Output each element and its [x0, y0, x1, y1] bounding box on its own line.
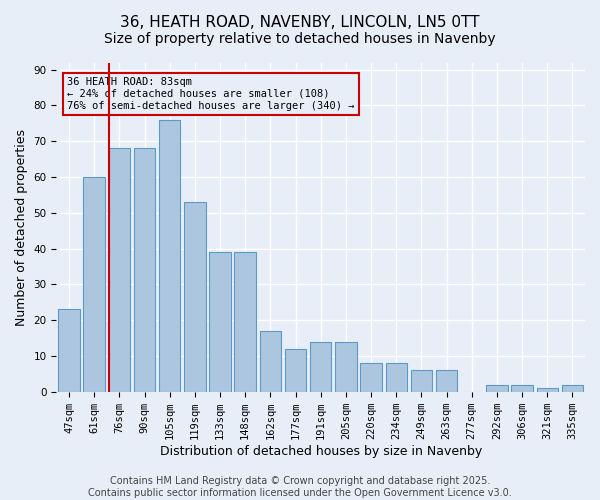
Bar — [209, 252, 231, 392]
Bar — [562, 384, 583, 392]
Bar — [486, 384, 508, 392]
Bar — [260, 331, 281, 392]
Bar — [184, 202, 206, 392]
Bar — [159, 120, 181, 392]
Text: 36, HEATH ROAD, NAVENBY, LINCOLN, LN5 0TT: 36, HEATH ROAD, NAVENBY, LINCOLN, LN5 0T… — [120, 15, 480, 30]
Text: Contains HM Land Registry data © Crown copyright and database right 2025.
Contai: Contains HM Land Registry data © Crown c… — [88, 476, 512, 498]
Bar — [109, 148, 130, 392]
Bar — [386, 363, 407, 392]
Bar — [536, 388, 558, 392]
Text: Size of property relative to detached houses in Navenby: Size of property relative to detached ho… — [104, 32, 496, 46]
Bar — [235, 252, 256, 392]
Text: 36 HEATH ROAD: 83sqm
← 24% of detached houses are smaller (108)
76% of semi-deta: 36 HEATH ROAD: 83sqm ← 24% of detached h… — [67, 78, 355, 110]
Y-axis label: Number of detached properties: Number of detached properties — [15, 128, 28, 326]
Bar — [361, 363, 382, 392]
X-axis label: Distribution of detached houses by size in Navenby: Distribution of detached houses by size … — [160, 444, 482, 458]
Bar — [410, 370, 432, 392]
Bar — [511, 384, 533, 392]
Bar — [310, 342, 331, 392]
Bar — [83, 177, 105, 392]
Bar — [285, 349, 306, 392]
Bar — [436, 370, 457, 392]
Bar — [335, 342, 356, 392]
Bar — [134, 148, 155, 392]
Bar — [58, 310, 80, 392]
